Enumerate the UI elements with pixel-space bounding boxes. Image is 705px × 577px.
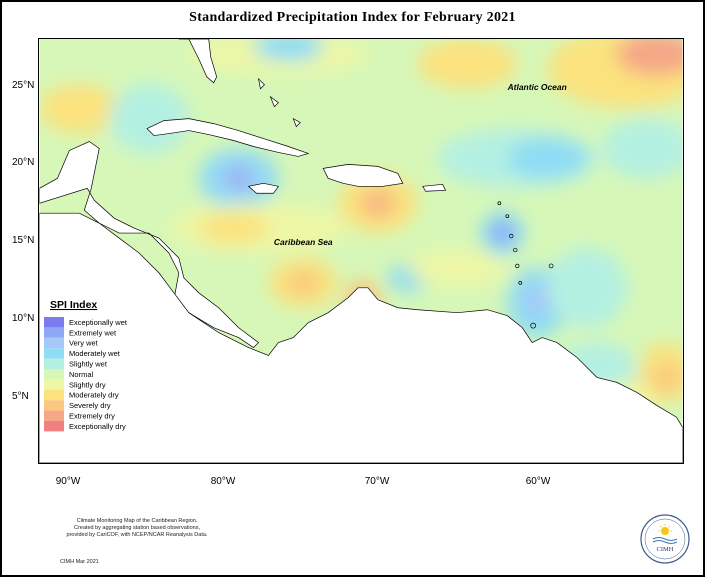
legend-swatch xyxy=(44,410,64,421)
footer-note-line: Created by aggregating station based obs… xyxy=(74,525,200,531)
ocean-label: Atlantic Ocean xyxy=(507,82,567,92)
legend-title: SPI Index xyxy=(50,299,97,311)
legend-swatch xyxy=(44,327,64,338)
legend-label: Exceptionally wet xyxy=(69,318,128,327)
lon-label-70: 70°W xyxy=(364,476,390,487)
lesser-antilles xyxy=(497,201,554,329)
legend-swatch xyxy=(44,317,64,328)
lon-label-90: 90°W xyxy=(55,476,81,487)
footer-note-line: provided by CariCOF, with NCEP/NCAR Rean… xyxy=(66,532,208,538)
footer-credit: CIMH Mar 2021 xyxy=(60,559,99,565)
legend-swatch xyxy=(44,348,64,359)
legend-swatch xyxy=(44,358,64,369)
legend-label: Very wet xyxy=(69,339,99,348)
lon-label-80: 80°W xyxy=(210,476,236,487)
legend-label: Extremely wet xyxy=(69,328,117,337)
logo-text: CIMH xyxy=(657,546,674,553)
legend-label: Severely dry xyxy=(69,401,111,410)
legend-label: Normal xyxy=(69,370,94,379)
lat-label-20: 20°N xyxy=(12,157,35,168)
legend-swatch xyxy=(44,379,64,390)
legend-swatch xyxy=(44,400,64,411)
legend-label: Moderately dry xyxy=(69,391,119,400)
footer-note: Climate Monitoring Map of the Caribbean … xyxy=(22,518,252,539)
lat-label-10: 10°N xyxy=(12,313,35,324)
legend-swatch xyxy=(44,369,64,380)
map-title: Standardized Precipitation Index for Feb… xyxy=(189,10,516,25)
lat-label-15: 15°N xyxy=(12,235,35,246)
footer-note-line: Climate Monitoring Map of the Caribbean … xyxy=(76,518,198,524)
lat-label-25: 25°N xyxy=(12,80,35,91)
legend-swatch xyxy=(44,389,64,401)
legend-label: Slightly wet xyxy=(69,360,108,369)
legend-label: Exceptionally dry xyxy=(69,422,126,431)
land-mask xyxy=(39,39,683,463)
sea-label: Caribbean Sea xyxy=(274,237,333,247)
legend-swatch xyxy=(44,337,64,349)
lat-label-5: 5°N xyxy=(12,391,29,402)
cimh-logo-icon: CIMH xyxy=(640,514,690,564)
legend-label: Slightly dry xyxy=(69,380,106,389)
spi-map: Atlantic Ocean Caribbean Sea xyxy=(38,38,684,464)
legend-swatch xyxy=(44,421,64,432)
lon-label-60: 60°W xyxy=(525,476,551,487)
legend-label: Moderately wet xyxy=(69,349,121,358)
legend-label: Extremely dry xyxy=(69,412,115,421)
